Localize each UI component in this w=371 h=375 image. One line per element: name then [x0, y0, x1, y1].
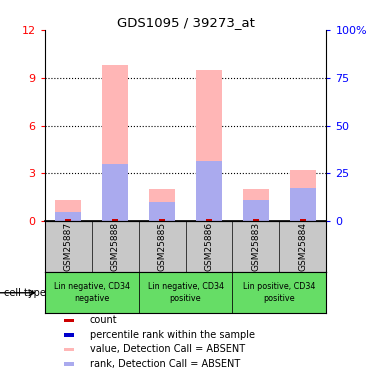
Text: value, Detection Call = ABSENT: value, Detection Call = ABSENT — [90, 345, 245, 354]
Bar — [159, 219, 165, 221]
Bar — [102, 164, 128, 221]
Bar — [196, 160, 222, 221]
Bar — [149, 189, 175, 221]
Text: GSM25888: GSM25888 — [111, 222, 119, 271]
Text: Lin positive, CD34
positive: Lin positive, CD34 positive — [243, 282, 316, 303]
Bar — [45, 272, 138, 313]
Bar — [300, 219, 306, 221]
Bar — [233, 272, 326, 313]
Text: Lin negative, CD34
negative: Lin negative, CD34 negative — [53, 282, 129, 303]
Text: GSM25886: GSM25886 — [204, 222, 213, 271]
Bar — [55, 200, 81, 221]
Bar — [64, 319, 75, 322]
Text: cell type: cell type — [4, 288, 46, 298]
Bar — [64, 333, 75, 337]
Text: GSM25885: GSM25885 — [158, 222, 167, 271]
Text: GSM25887: GSM25887 — [63, 222, 72, 271]
Text: percentile rank within the sample: percentile rank within the sample — [90, 330, 255, 340]
Bar — [55, 211, 81, 221]
Bar — [253, 219, 259, 221]
Bar — [64, 348, 75, 351]
Text: rank, Detection Call = ABSENT: rank, Detection Call = ABSENT — [90, 359, 240, 369]
Bar — [290, 188, 316, 221]
Bar — [206, 219, 212, 221]
Bar — [196, 70, 222, 221]
Bar — [65, 219, 71, 221]
Bar — [290, 170, 316, 221]
Bar — [112, 219, 118, 221]
Text: count: count — [90, 315, 117, 326]
Text: GSM25883: GSM25883 — [252, 222, 260, 271]
Bar — [102, 65, 128, 221]
Bar — [243, 189, 269, 221]
Bar — [138, 272, 233, 313]
Text: GSM25884: GSM25884 — [299, 222, 308, 271]
Bar — [149, 202, 175, 221]
Bar — [243, 200, 269, 221]
Text: Lin negative, CD34
positive: Lin negative, CD34 positive — [148, 282, 223, 303]
Title: GDS1095 / 39273_at: GDS1095 / 39273_at — [116, 16, 255, 29]
Bar — [64, 362, 75, 366]
